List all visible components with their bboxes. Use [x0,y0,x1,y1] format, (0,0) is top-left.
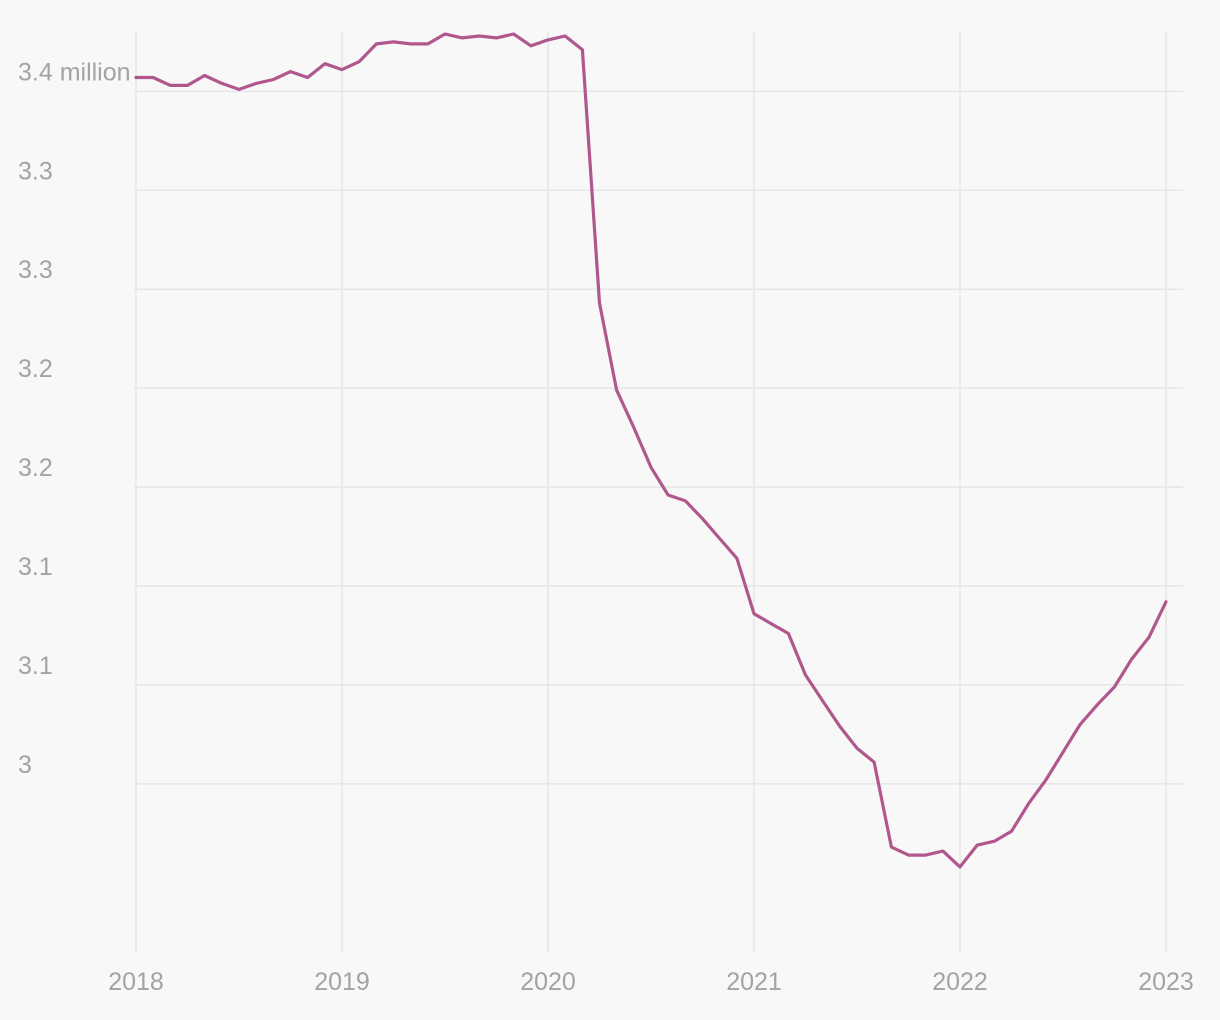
x-tick-label: 2018 [108,968,164,996]
x-tick-label: 2019 [314,968,370,996]
y-tick-label: 3.1 [18,553,53,581]
x-axis-tick-labels: 2018 2019 2020 2021 2022 2023 [108,968,1194,996]
y-axis-tick-labels: 3.4 million 3.3 3.3 3.2 3.2 3.1 3.1 3 [18,58,131,778]
horizontal-gridlines [134,90,1183,785]
x-tick-label: 2020 [520,968,576,996]
x-tick-label: 2023 [1138,968,1194,996]
series-line [134,32,1168,869]
x-tick-label: 2021 [726,968,782,996]
x-tick-label: 2022 [932,968,988,996]
vertical-gridlines [135,32,1167,952]
y-tick-label: 3.2 [18,454,53,482]
y-tick-label: 3.1 [18,652,53,680]
y-tick-label: 3.3 [18,157,53,185]
y-tick-label: 3.2 [18,355,53,383]
y-tick-label: 3.3 [18,256,53,284]
y-tick-label: 3.4 million [18,58,131,86]
y-tick-label: 3 [18,751,32,779]
